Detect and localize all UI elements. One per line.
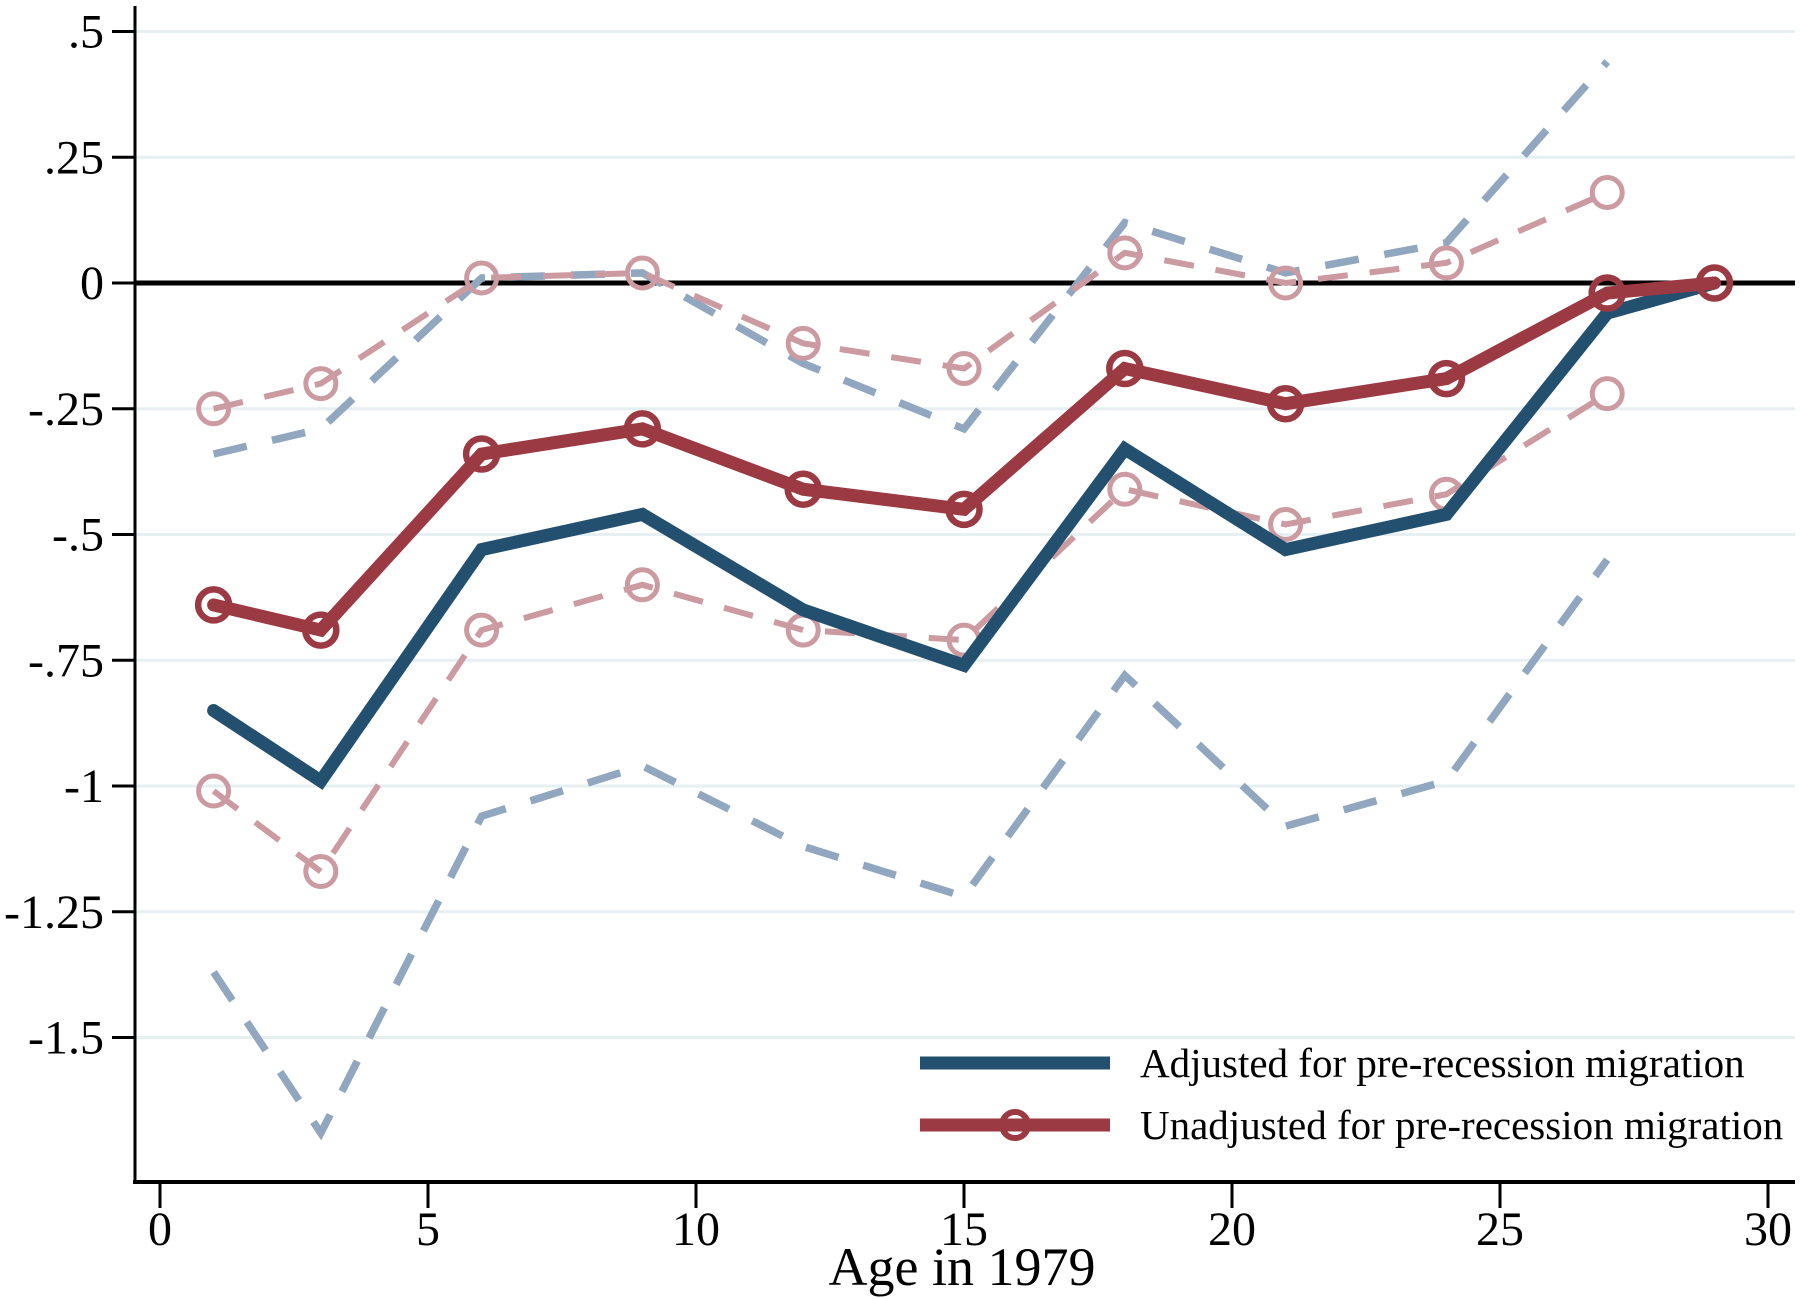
legend-swatch-unadjusted-line <box>920 1109 1110 1141</box>
unadjusted-marker-circle <box>1695 264 1734 302</box>
unadjusted-line <box>207 276 1721 638</box>
y-tick-label: .25 <box>44 131 104 184</box>
unadjusted_ci_lower-marker-circle <box>1268 506 1304 542</box>
unadjusted_ci_lower-marker-circle <box>303 854 339 890</box>
y-tick-label: -1.5 <box>28 1012 104 1065</box>
unadjusted-marker-circle <box>1106 349 1144 388</box>
unadjusted_ci_lower-marker-circle <box>1107 471 1143 507</box>
unadjusted-marker-circle <box>784 470 822 508</box>
unadjusted_ci_upper-marker-circle <box>303 366 339 402</box>
unadjusted_ci_upper-marker-circle <box>196 391 232 427</box>
x-tick-label: 10 <box>672 1203 720 1256</box>
x-tick-label: 15 <box>940 1203 988 1256</box>
y-tick-label: -1.25 <box>4 886 104 939</box>
adjusted_ci_lower-line <box>210 557 1611 1141</box>
unadjusted_ci_upper-marker-circle <box>1428 245 1464 281</box>
legend-swatch-adjusted-line <box>920 1056 1110 1070</box>
unadjusted-marker-circle <box>462 435 501 473</box>
unadjusted_ci_upper-marker-circle <box>785 325 821 361</box>
adjusted_ci_upper-line <box>212 59 1611 458</box>
unadjusted-marker-circle <box>194 586 233 624</box>
unadjusted-marker-circle <box>1427 359 1466 398</box>
y-tick-label: -1 <box>64 760 104 813</box>
unadjusted_ci_upper-line <box>212 189 1609 412</box>
unadjusted_ci_lower-marker-circle <box>196 773 232 809</box>
legend-item-unadjusted: Unadjusted for pre-recession migration <box>920 1101 1783 1149</box>
unadjusted-marker-circle <box>1266 384 1305 423</box>
unadjusted_ci_lower-marker-circle <box>624 567 660 603</box>
adjusted-line <box>207 276 1721 790</box>
unadjusted-marker-sample <box>999 1109 1031 1141</box>
legend-label-unadjusted: Unadjusted for pre-recession migration <box>1140 1102 1784 1148</box>
x-tick-label: 25 <box>1476 1203 1524 1256</box>
unadjusted-marker-circle <box>1588 274 1626 312</box>
y-tick-label: .5 <box>68 6 104 59</box>
legend-label-adjusted: Adjusted for pre-recession migration <box>1140 1040 1745 1086</box>
unadjusted_ci_upper-marker-circle <box>464 260 500 296</box>
x-axis-title: Age in 1979 <box>828 1237 1096 1297</box>
y-tick-label: -.25 <box>28 383 104 436</box>
x-tick-label: 0 <box>148 1203 172 1256</box>
unadjusted-marker-circle <box>623 410 662 448</box>
x-tick-label: 20 <box>1208 1203 1256 1256</box>
unadjusted_ci_upper-marker-circle <box>1107 235 1143 271</box>
unadjusted_ci_upper-marker-circle <box>624 255 660 291</box>
unadjusted_ci_upper-marker-circle <box>1268 265 1304 301</box>
y-tick-label: -.75 <box>28 634 104 687</box>
unadjusted-marker-circle <box>302 611 340 649</box>
x-tick-label: 5 <box>416 1203 440 1256</box>
y-tick-label: -.5 <box>52 509 104 562</box>
x-tick-label: 30 <box>1744 1203 1792 1256</box>
legend-item-adjusted: Adjusted for pre-recession migration <box>920 1039 1745 1087</box>
unadjusted_ci_lower-marker-circle <box>1589 376 1625 412</box>
y-tick-label: 0 <box>80 257 104 310</box>
unadjusted_ci_lower-marker-circle <box>464 612 500 648</box>
unadjusted_ci_upper-marker-circle <box>946 351 982 387</box>
unadjusted_ci_upper-marker-circle <box>1589 174 1625 210</box>
unadjusted-marker-circle <box>945 490 983 529</box>
